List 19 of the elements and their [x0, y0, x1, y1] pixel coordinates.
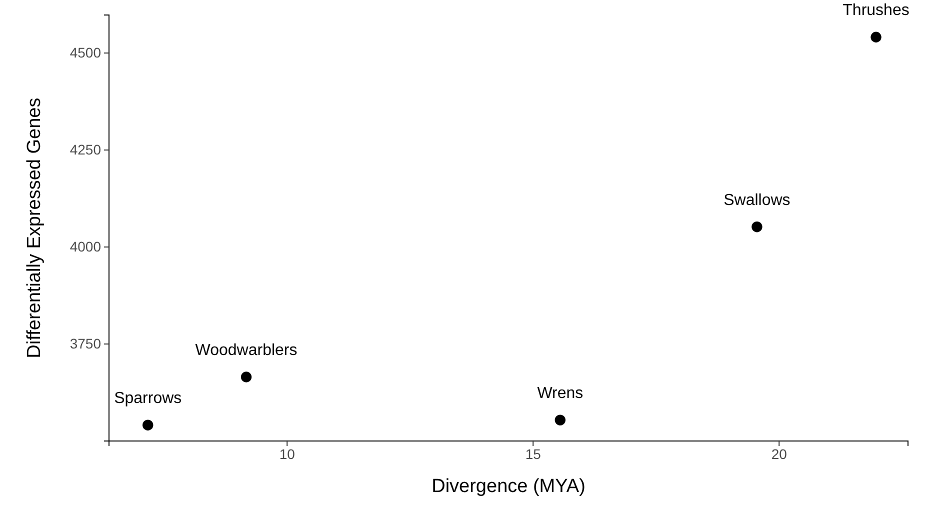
annotation: Swallows — [724, 192, 790, 209]
annotation: Woodwarblers — [195, 342, 298, 359]
y-tick-label: 4500 — [70, 44, 102, 60]
annotation: Thrushes — [842, 2, 910, 20]
point — [870, 32, 882, 42]
point — [752, 221, 762, 232]
point — [554, 414, 566, 426]
y-tick-label: 4250 — [70, 141, 102, 158]
x-axis-title: Divergence (MYA) — [432, 476, 586, 497]
y-tick-label: 3750 — [70, 335, 102, 352]
x-tick-label: 10 — [279, 446, 296, 462]
annotation: Wrens — [537, 385, 584, 402]
x-tick-label: 20 — [771, 446, 788, 462]
annotation: Sparrows — [114, 390, 182, 408]
x-tick-label: 15 — [525, 446, 542, 462]
point — [240, 372, 252, 382]
y-tick-label: 4000 — [70, 238, 102, 254]
y-axis-title: Differentially Expressed Genes — [24, 98, 45, 358]
point — [142, 420, 154, 430]
